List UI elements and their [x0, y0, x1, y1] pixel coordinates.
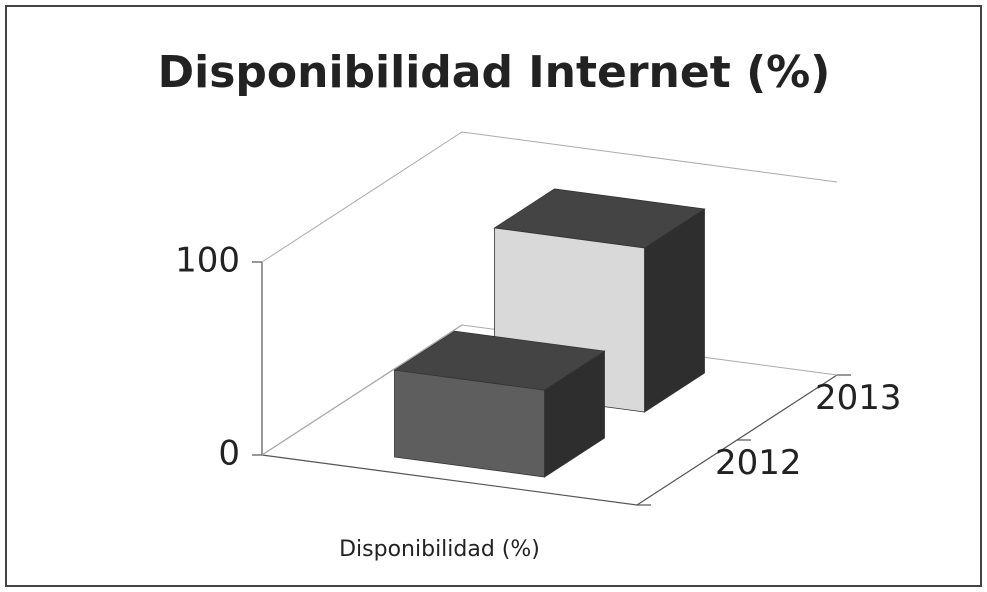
y-tick-label: 0 — [218, 434, 240, 474]
series-label: 2013 — [815, 378, 902, 418]
chart-title: Disponibilidad Internet (%) — [158, 47, 831, 98]
bar — [393, 330, 606, 478]
y-tick-label: 100 — [175, 241, 240, 281]
bar-front — [394, 369, 545, 478]
grid-line — [261, 131, 838, 263]
chart-frame — [5, 5, 982, 587]
x-axis-label: Disponibilidad (%) — [339, 537, 540, 562]
series-label: 2012 — [715, 443, 802, 483]
floor-edge — [261, 454, 638, 506]
grid-line — [261, 324, 838, 456]
